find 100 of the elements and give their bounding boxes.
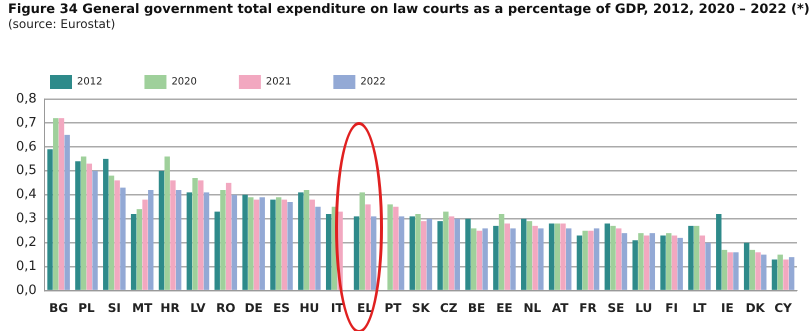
bar [644, 236, 650, 290]
bar [588, 230, 594, 290]
bar [538, 228, 544, 290]
x-tick-label: BE [468, 300, 486, 315]
bar [248, 197, 254, 290]
y-tick-label: 0,5 [16, 163, 37, 178]
legend-label: 2021 [266, 76, 292, 88]
bar [53, 118, 58, 290]
bar [282, 200, 288, 290]
bar [214, 212, 220, 290]
bar [750, 250, 756, 290]
x-tick-label: SK [412, 300, 431, 315]
bar [465, 218, 471, 290]
bar [365, 204, 371, 290]
y-tick-label: 0,2 [16, 235, 37, 250]
bar [148, 190, 154, 290]
bar [136, 209, 142, 290]
x-tick-label: PL [78, 300, 96, 315]
bar [622, 233, 628, 290]
bar [226, 182, 232, 290]
bar [443, 212, 449, 290]
x-tick-label: BG [49, 300, 68, 315]
bar [672, 236, 678, 290]
bar [666, 233, 672, 290]
bar [47, 149, 53, 290]
bar [788, 257, 794, 290]
bar [521, 218, 526, 290]
bar [92, 170, 98, 290]
bar [532, 226, 538, 290]
x-tick-label: EL [357, 300, 374, 315]
x-tick-label: CY [774, 300, 792, 315]
bar [103, 158, 108, 290]
bar [688, 226, 694, 290]
bar [594, 228, 600, 290]
bar [677, 238, 683, 290]
x-tick-label: DE [244, 300, 263, 315]
legend-label: 2020 [171, 76, 197, 88]
bar [437, 221, 443, 290]
bar [582, 230, 588, 290]
bar [632, 240, 638, 290]
bar [722, 250, 728, 290]
bar [727, 252, 733, 290]
y-tick-label: 0,1 [16, 259, 37, 274]
bar [304, 190, 310, 290]
x-tick-label: RO [216, 300, 236, 315]
bar [410, 216, 415, 290]
bar [560, 224, 566, 290]
bar [716, 214, 722, 290]
x-tick-label: HU [299, 300, 320, 315]
bar [778, 254, 783, 290]
x-tick-label: PT [384, 300, 402, 315]
bar [548, 224, 554, 290]
y-tick-label: 0,3 [16, 211, 37, 226]
bar [526, 221, 532, 290]
bar [58, 118, 64, 290]
bar [554, 224, 560, 290]
bar [616, 228, 622, 290]
bar [276, 197, 282, 290]
bar [75, 161, 81, 290]
bar [142, 200, 148, 290]
bar [504, 224, 510, 290]
x-tick-label: LU [635, 300, 652, 315]
bar [158, 170, 164, 290]
bar [470, 228, 476, 290]
bar [420, 221, 426, 290]
x-tick-label: IT [330, 300, 344, 315]
legend-label: 2022 [360, 76, 386, 88]
x-tick-label: FR [579, 300, 597, 315]
bar [426, 218, 432, 290]
bar [610, 226, 616, 290]
bar [298, 192, 304, 290]
bar [108, 176, 114, 290]
bar [120, 188, 126, 290]
bar [772, 259, 778, 290]
bar [310, 200, 315, 290]
x-tick-label: EE [496, 300, 513, 315]
chart-subtitle: (source: Eurostat) [8, 17, 116, 31]
bar [164, 156, 170, 290]
bar [254, 200, 260, 290]
bar [604, 224, 610, 290]
bar [204, 192, 210, 290]
bar [186, 192, 192, 290]
y-tick-label: 0,8 [16, 91, 37, 106]
bar [576, 236, 582, 290]
y-tick-label: 0,6 [16, 139, 37, 154]
bar [260, 197, 265, 290]
legend-label: 2012 [77, 76, 102, 88]
bar [755, 252, 761, 290]
bar [493, 226, 499, 290]
bar [326, 214, 332, 290]
bar [783, 259, 789, 290]
bar [415, 214, 421, 290]
x-tick-label: FI [665, 300, 678, 315]
x-tick-label: NL [523, 300, 542, 315]
x-tick-label: AT [552, 300, 570, 315]
y-tick-label: 0,4 [16, 187, 37, 202]
bar [660, 236, 666, 290]
bar [744, 242, 750, 290]
x-tick-label: ES [273, 300, 290, 315]
bar [448, 216, 454, 290]
